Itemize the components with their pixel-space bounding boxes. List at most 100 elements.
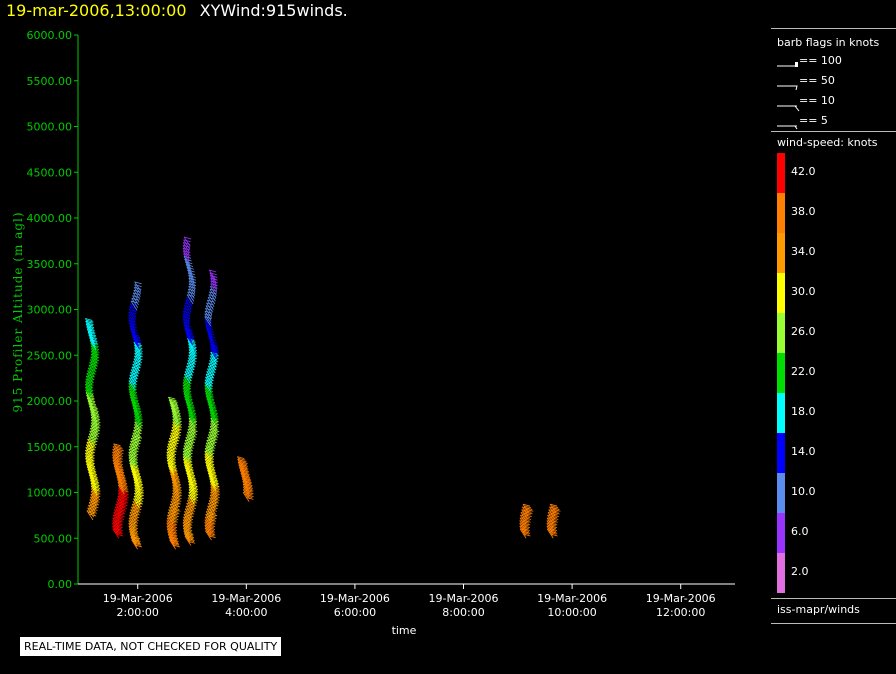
wind-barb	[84, 318, 94, 329]
wind-barb	[210, 420, 219, 431]
wind-profile	[166, 396, 182, 550]
wind-barb	[182, 384, 192, 395]
wind-barb	[133, 286, 142, 297]
wind-barb	[182, 387, 192, 398]
y-tick-label: 5500.00	[27, 75, 73, 88]
wind-barb	[210, 283, 218, 294]
wind-barb	[128, 385, 137, 396]
wind-barb	[85, 320, 94, 331]
y-tick-label: 0.00	[48, 578, 73, 591]
colorbar-swatch	[777, 193, 785, 233]
y-tick-label: 2500.00	[27, 349, 73, 362]
wind-barb	[128, 317, 136, 328]
wind-barb	[186, 266, 194, 277]
wind-barb	[204, 318, 212, 329]
colorbar-swatch	[777, 353, 785, 393]
wind-barb	[204, 316, 212, 327]
colorbar-swatch	[777, 553, 785, 593]
barb-legend-item: == 100	[777, 54, 842, 67]
wind-profile	[519, 503, 534, 539]
wind-barb	[188, 423, 197, 434]
wind-profile	[182, 236, 199, 546]
wind-barb	[209, 288, 218, 299]
x-axis-label: time	[392, 624, 417, 637]
x-tick-time: 4:00:00	[225, 606, 267, 619]
wind-barb	[128, 319, 137, 330]
colorbar-swatch	[777, 313, 785, 353]
colorbar-swatch	[777, 433, 785, 473]
barb-legend-label: == 10	[799, 94, 835, 107]
wind-profile-chart: 0.00 500.00 1000.00 1500.00 2000.00 2500.00 30…	[11, 29, 735, 637]
barb-legend-item: == 50	[777, 74, 835, 91]
y-tick-label: 4000.00	[27, 212, 73, 225]
wind-barb	[182, 244, 191, 255]
wind-barb	[128, 314, 136, 325]
colorbar: 42.0 38.0 34.0 30.0 26.0 22.0 18.0 14.0 10.0 6.0 2…	[777, 153, 816, 593]
y-tick-label: 3000.00	[27, 304, 73, 317]
wind-barb	[90, 356, 99, 367]
colorbar-swatch	[777, 473, 785, 513]
wind-barb	[133, 358, 143, 369]
wind-barb	[210, 354, 219, 365]
y-tick-label: 4500.00	[27, 166, 73, 179]
colorbar-label: 38.0	[791, 205, 816, 218]
x-tick-time: 12:00:00	[656, 606, 705, 619]
wind-barb	[134, 284, 142, 295]
colorbar-swatch	[777, 273, 785, 313]
wind-profile	[112, 443, 129, 539]
wind-barb	[134, 424, 143, 435]
sidebar-divider	[771, 598, 896, 599]
wind-barb	[168, 396, 178, 407]
source-label: iss-mapr/winds	[777, 603, 860, 616]
wind-barb	[134, 421, 143, 432]
wind-barb	[84, 386, 94, 397]
x-tick-date: 19-Mar-2006	[211, 592, 281, 605]
wind-barb	[128, 383, 137, 393]
wind-profile	[546, 503, 561, 539]
colorbar-label: 18.0	[791, 405, 816, 418]
wind-barb	[128, 388, 138, 399]
wind-barb	[188, 426, 198, 436]
wind-barb	[210, 423, 219, 434]
wind-profile	[128, 281, 144, 550]
wind-barb	[209, 426, 220, 436]
colorbar-label: 42.0	[791, 165, 816, 178]
y-tick-label: 3500.00	[27, 258, 73, 271]
y-tick-label: 500.00	[34, 532, 73, 545]
colorbar-label: 30.0	[791, 285, 816, 298]
x-tick-time: 10:00:00	[547, 606, 596, 619]
colorbar-label: 34.0	[791, 245, 816, 258]
wind-barb	[204, 450, 215, 461]
wind-barb	[183, 236, 192, 247]
wind-barb	[134, 281, 142, 292]
wind-profile	[84, 318, 101, 521]
colorbar-swatch	[777, 393, 785, 433]
wind-barb	[204, 313, 212, 324]
quality-disclaimer: REAL-TIME DATA, NOT CHECKED FOR QUALITY	[20, 637, 282, 656]
x-tick-time: 8:00:00	[442, 606, 484, 619]
barb-legend-item: == 5	[777, 114, 828, 130]
x-ticks: 19-Mar-20062:00:0019-Mar-20064:00:0019-M…	[103, 584, 716, 619]
wind-barb	[204, 382, 213, 393]
y-tick-label: 2000.00	[27, 395, 73, 408]
wind-barb	[188, 286, 196, 296]
x-tick-date: 19-Mar-2006	[320, 592, 390, 605]
wind-barb	[209, 357, 219, 368]
y-tick-label: 5000.00	[27, 121, 73, 134]
legend-sidebar: barb flags in knots == 100 == 50 == 10 == 5…	[771, 28, 896, 628]
x-tick-date: 19-Mar-2006	[537, 592, 607, 605]
wind-barb	[187, 288, 196, 299]
colorbar-swatch	[777, 153, 785, 193]
wind-barb	[182, 316, 191, 327]
wind-barb	[208, 269, 217, 280]
wind-barb	[90, 425, 101, 436]
wind-barb	[242, 491, 254, 502]
y-tick-label: 1500.00	[27, 441, 73, 454]
x-tick-time: 2:00:00	[117, 606, 159, 619]
wind-barb	[183, 239, 191, 250]
wind-barb	[210, 286, 218, 296]
colorbar-swatch	[777, 233, 785, 273]
barb-legend-item: == 10	[777, 94, 835, 112]
wind-barb	[188, 351, 198, 362]
wind-barb	[210, 351, 219, 362]
